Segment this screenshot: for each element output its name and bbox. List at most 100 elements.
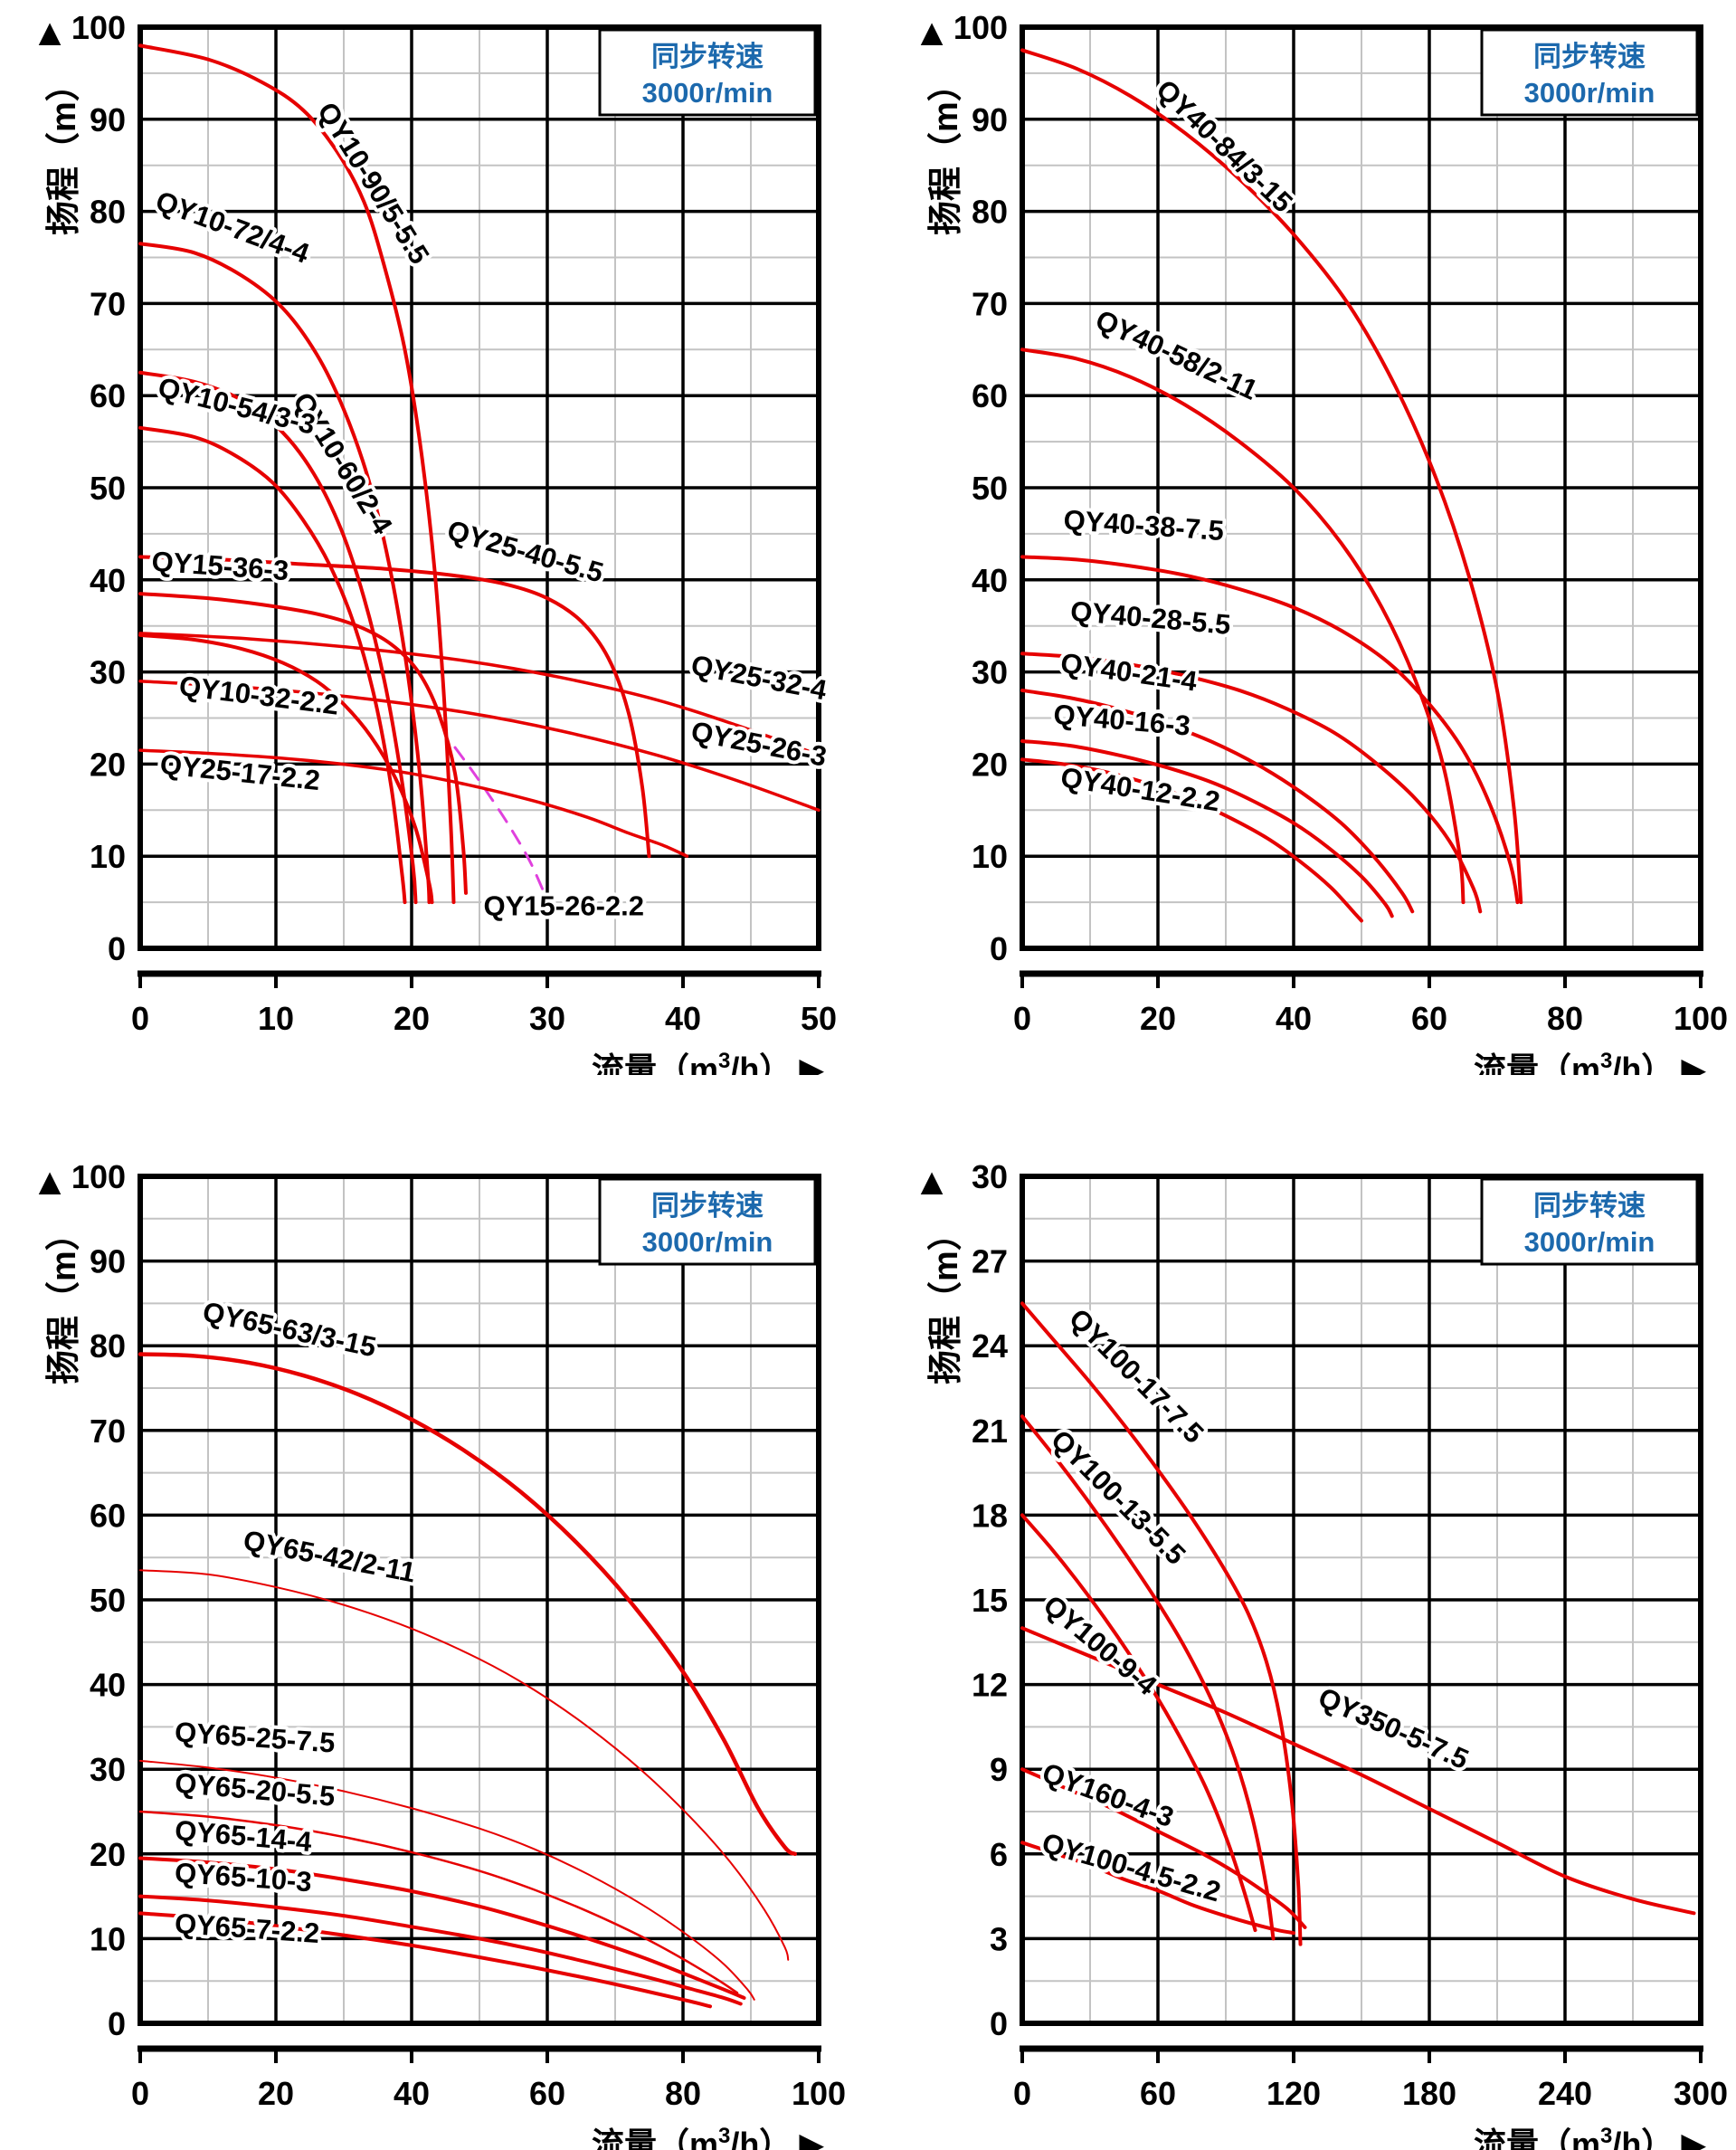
x-tick-label: 30 [529,1000,565,1037]
y-tick-label: 60 [90,1497,126,1534]
plot-border [138,24,821,951]
x-tick-label: 80 [1547,1000,1583,1037]
speed-box-line1: 同步转速 [1533,41,1646,72]
pump-curve [138,425,407,905]
y-tick-label: 80 [972,194,1008,231]
pump-curve [1020,757,1363,923]
x-tick-label: 40 [665,1000,701,1037]
y-tick-label: 21 [972,1413,1008,1450]
pump-curve [138,370,418,905]
y-axis-arrow-icon: ▲ [913,1160,951,1203]
y-tick-label: 30 [90,1751,126,1788]
y-axis-title: 扬程（m） [45,1216,83,1384]
y-tick-label: 15 [972,1582,1008,1619]
curve-label: QY10-32-2.2 [177,670,340,720]
y-tick-label: 90 [972,101,1008,138]
y-tick-label: 30 [972,654,1008,691]
speed-box-line1: 同步转速 [1533,1190,1646,1222]
x-tick-label: 0 [131,2075,149,2112]
y-tick-label: 30 [90,654,126,691]
y-axis-title: 扬程（m） [927,1216,965,1384]
x-tick-label: 40 [394,2075,430,2112]
pump-curve [1020,1767,1307,1929]
y-tick-label: 100 [953,9,1008,46]
y-tick-label: 27 [972,1243,1008,1280]
speed-box [1480,28,1699,117]
pump-curve [138,680,821,813]
curve-label: QY40-16-3 [1052,699,1191,742]
speed-box-line1: 同步转速 [651,41,764,72]
curve-label: QY40-28-5.5 [1069,595,1232,641]
speed-box [598,1177,817,1266]
y-tick-label: 10 [90,838,126,875]
x-tick-label: 0 [131,1000,149,1037]
curve-label: QY65-7-2.2 [174,1907,320,1949]
curve-label: QY40-21-4 [1058,647,1200,698]
y-tick-label: 60 [90,377,126,414]
y-axis-title: 扬程（m） [45,67,83,235]
y-tick-label: 0 [990,930,1008,967]
y-axis-arrow-icon: ▲ [31,1160,69,1203]
y-tick-label: 90 [90,1243,126,1280]
x-tick-label: 60 [1140,2075,1176,2112]
y-tick-label: 0 [108,930,126,967]
speed-box [1480,1177,1699,1266]
y-axis-arrow-icon: ▲ [913,11,951,53]
y-tick-label: 20 [972,746,1008,783]
x-tick-label: 50 [801,1000,837,1037]
speed-box-line1: 同步转速 [651,1190,764,1222]
pump-curve [138,1352,797,1857]
y-tick-label: 12 [972,1667,1008,1704]
pump-curve [139,1569,790,1961]
y-tick-label: 0 [990,2005,1008,2042]
x-axis-title: 流量（m3/h） ▶ [592,1049,824,1075]
plot-border [138,1174,821,2026]
y-tick-label: 24 [972,1327,1008,1365]
chart-bottom-left: 0 10 20 30 40 50 60 70 80 90 100 0 20 40 60 80 100 流量（m3/… [31,1158,846,2150]
y-tick-label: 40 [90,562,126,599]
pump-curve [1020,1841,1295,1936]
speed-box-line2: 3000r/min [642,77,773,109]
pump-curve [138,555,651,859]
y-axis-title: 扬程（m） [927,67,965,235]
curve-label: QY40-84/3-15 [1150,73,1298,218]
y-tick-label: 18 [972,1497,1008,1534]
pump-curve [138,633,434,905]
pump-curve [1020,652,1483,914]
x-tick-label: 100 [792,2075,846,2112]
x-tick-label: 300 [1674,2075,1728,2112]
pump-curve [1020,1513,1257,1933]
pump-curve [453,746,552,909]
y-tick-label: 50 [90,1582,126,1619]
pump-curve [139,1759,755,2001]
curve-label: QY40-38-7.5 [1063,504,1226,547]
curve-label: QY40-12-2.2 [1058,761,1222,817]
pump-curve [138,1894,743,2006]
y-tick-label: 90 [90,101,126,138]
speed-box-line2: 3000r/min [1524,1226,1655,1258]
x-tick-label: 40 [1276,1000,1312,1037]
x-tick-label: 60 [1411,1000,1447,1037]
curve-label: QY65-25-7.5 [174,1716,337,1758]
y-tick-label: 70 [90,1413,126,1450]
chart-top-right: 0 10 20 30 40 50 60 70 80 90 100 0 20 40 60 80 100 流量（m3/… [913,9,1728,1075]
pump-curve [138,242,432,905]
plot-border [1020,24,1703,951]
y-tick-label: 40 [90,1667,126,1704]
y-tick-label: 10 [90,1920,126,1957]
y-tick-label: 60 [972,377,1008,414]
pump-curve [1020,738,1394,918]
chart-top-left: 0 10 20 30 40 50 60 70 80 90 100 0 10 20 30 40 50 流量（m3/h… [31,9,837,1075]
x-tick-label: 120 [1266,2075,1321,2112]
y-tick-label: 50 [972,470,1008,507]
y-tick-label: 0 [108,2005,126,2042]
y-tick-label: 6 [990,1836,1008,1873]
x-tick-label: 100 [1674,1000,1728,1037]
curve-label: QY350-5-7.5 [1314,1681,1473,1775]
pump-curve [1020,688,1415,914]
pump-curve [1020,48,1523,905]
speed-box-line2: 3000r/min [1524,77,1655,109]
y-tick-label: 30 [972,1158,1008,1195]
x-tick-label: 80 [665,2075,701,2112]
